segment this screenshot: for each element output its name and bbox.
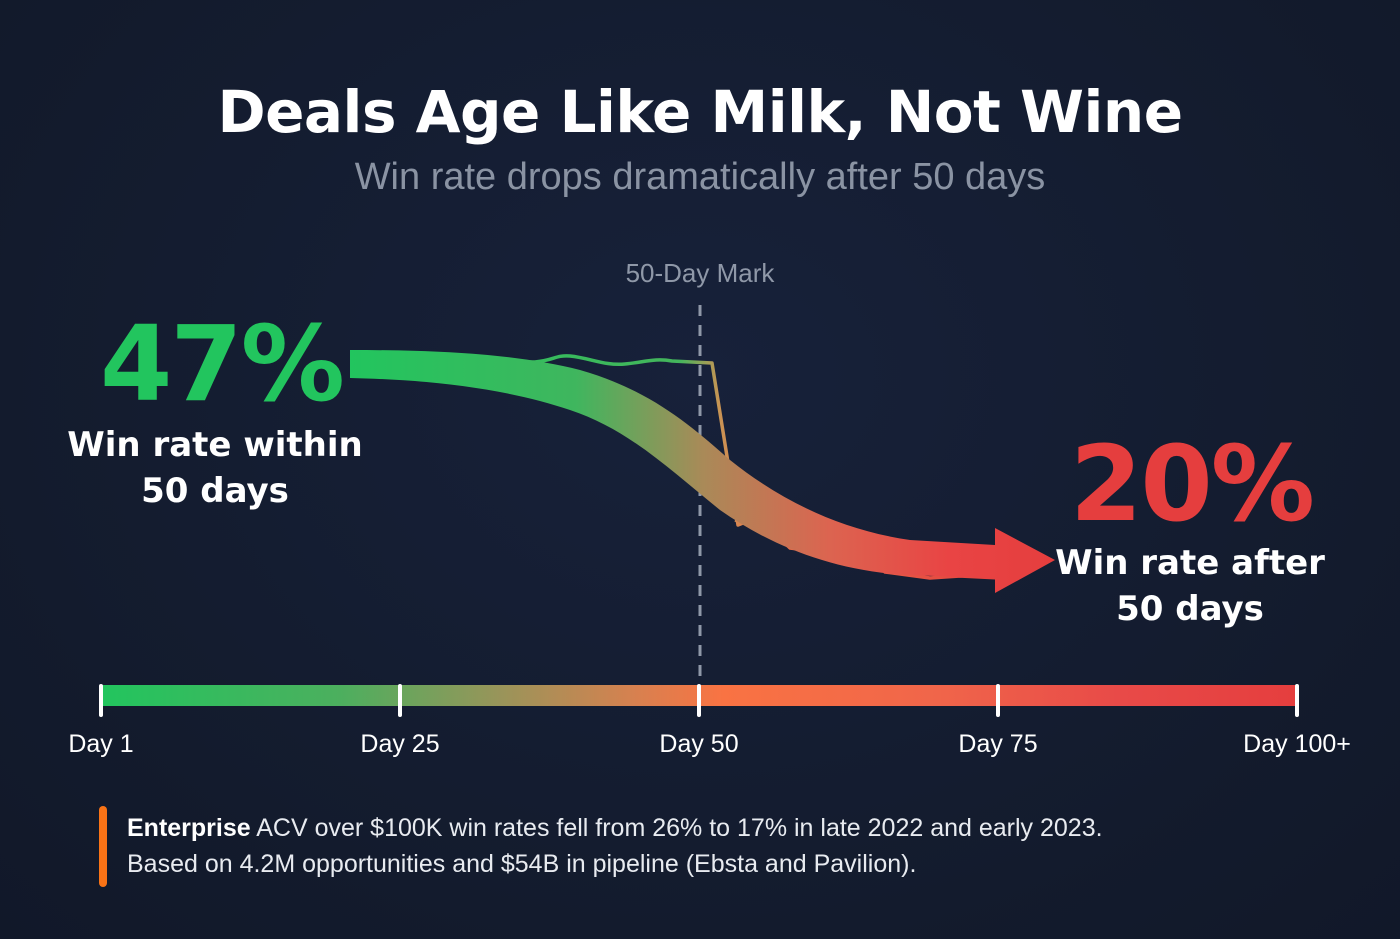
win-rate-after-50-label-line1: Win rate after	[1055, 543, 1325, 583]
chart-subtitle: Win rate drops dramatically after 50 day…	[354, 156, 1046, 198]
win-rate-after-50-label-line2: 50 days	[1116, 589, 1264, 629]
win-rate-within-50-value: 47%	[100, 303, 345, 425]
win-rate-after-50-value: 20%	[1070, 423, 1315, 545]
tick-label-day-25: Day 25	[360, 730, 440, 758]
fifty-day-marker-label: 50-Day Mark	[625, 258, 775, 288]
win-rate-trend-arrow	[350, 350, 1055, 593]
tick-day-1	[99, 684, 103, 717]
chart-title: Deals Age Like Milk, Not Wine	[217, 78, 1183, 146]
win-rate-within-50-label: Win rate within 50 days	[60, 422, 370, 514]
footnote-accent-bar	[99, 806, 107, 887]
footnote-line2: Based on 4.2M opportunities and $54B in …	[127, 850, 917, 878]
tick-day-50	[697, 684, 701, 717]
win-rate-within-50-label-line1: Win rate within	[67, 425, 363, 465]
tick-label-day-100: Day 100+	[1243, 730, 1351, 758]
footnote: Enterprise ACV over $100K win rates fell…	[127, 810, 1347, 882]
tick-label-day-50: Day 50	[659, 730, 739, 758]
tick-day-75	[996, 684, 1000, 717]
tick-label-day-75: Day 75	[958, 730, 1038, 758]
win-rate-after-50-label: Win rate after 50 days	[1040, 540, 1340, 632]
footnote-line1-text: ACV over $100K win rates fell from 26% t…	[250, 814, 1103, 842]
footnote-line1: Enterprise ACV over $100K win rates fell…	[127, 810, 1347, 846]
tick-day-25	[398, 684, 402, 717]
win-rate-within-50-label-line2: 50 days	[141, 471, 289, 511]
footnote-bold: Enterprise	[127, 814, 251, 842]
tick-label-day-1: Day 1	[68, 730, 134, 758]
tick-day-100	[1295, 684, 1299, 717]
